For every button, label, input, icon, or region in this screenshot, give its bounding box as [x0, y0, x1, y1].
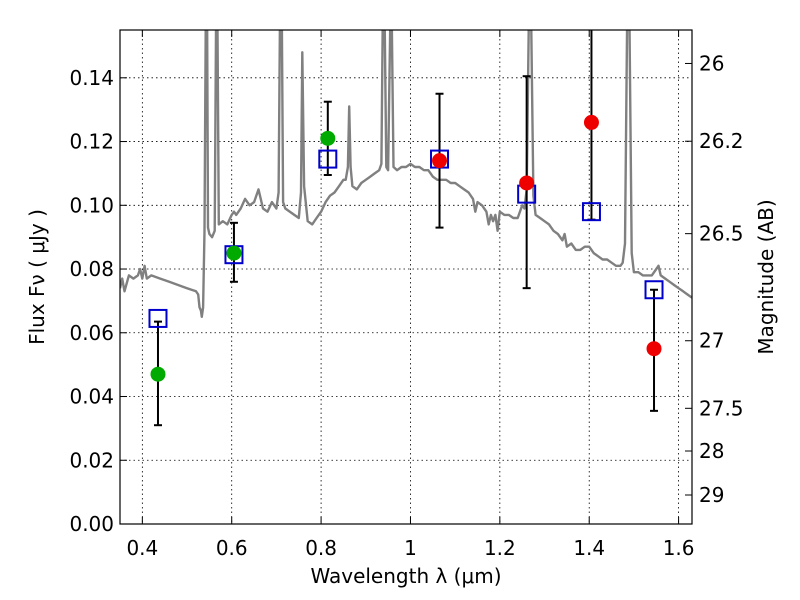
y-tick-label: 0.04 — [69, 385, 114, 409]
observed-flux-point — [519, 175, 535, 191]
y-tick-label: 0.10 — [69, 193, 114, 217]
x-tick-label: 1.2 — [484, 536, 516, 560]
observed-flux-point — [320, 130, 336, 146]
plot-frame — [119, 29, 693, 525]
right-axis-label: Magnitude (AB) — [754, 199, 778, 354]
right-tick-label: 29 — [699, 483, 724, 507]
right-tick-label: 26.2 — [699, 129, 744, 153]
x-axis-label: Wavelength λ (μm) — [310, 564, 501, 588]
y-axis-label: Flux Fν ( μJy ) — [25, 209, 49, 345]
x-tick-label: 1.4 — [573, 536, 605, 560]
model-flux-square — [148, 308, 168, 328]
x-tick-label: 0.8 — [305, 536, 337, 560]
y-tick-label: 0.08 — [69, 257, 114, 281]
x-tick-label: 0.6 — [216, 536, 248, 560]
y-tick-label: 0.06 — [69, 321, 114, 345]
right-tick-label: 27.5 — [699, 396, 744, 420]
y-tick-label: 0.02 — [69, 448, 114, 472]
observed-flux-point — [583, 114, 599, 130]
axis-ticks: 0.4 0.6 0.8 1 1.2 1.4 1.6 0.00 0.02 0.04 0.06 0.08 0… — [69, 30, 744, 560]
observed-flux-point — [646, 341, 662, 357]
y-tick-label: 0.12 — [69, 130, 114, 154]
model-flux-square — [318, 149, 338, 169]
plot-area — [120, 30, 692, 427]
x-tick-label: 0.4 — [126, 536, 158, 560]
observed-flux-point — [150, 366, 166, 382]
y-tick-label: 0.14 — [69, 66, 114, 90]
right-tick-label: 26 — [699, 51, 724, 75]
right-tick-label: 28 — [699, 439, 724, 463]
x-tick-label: 1 — [404, 536, 417, 560]
observed-flux-point — [226, 245, 242, 261]
model-flux-square — [644, 280, 664, 300]
y-tick-label: 0.00 — [69, 512, 114, 536]
right-tick-label: 26.5 — [699, 222, 744, 246]
model-flux-square — [581, 202, 601, 222]
right-tick-label: 27 — [699, 329, 724, 353]
spectrum-line — [120, 30, 692, 318]
observed-flux-point — [432, 153, 448, 169]
x-tick-label: 1.6 — [663, 536, 695, 560]
